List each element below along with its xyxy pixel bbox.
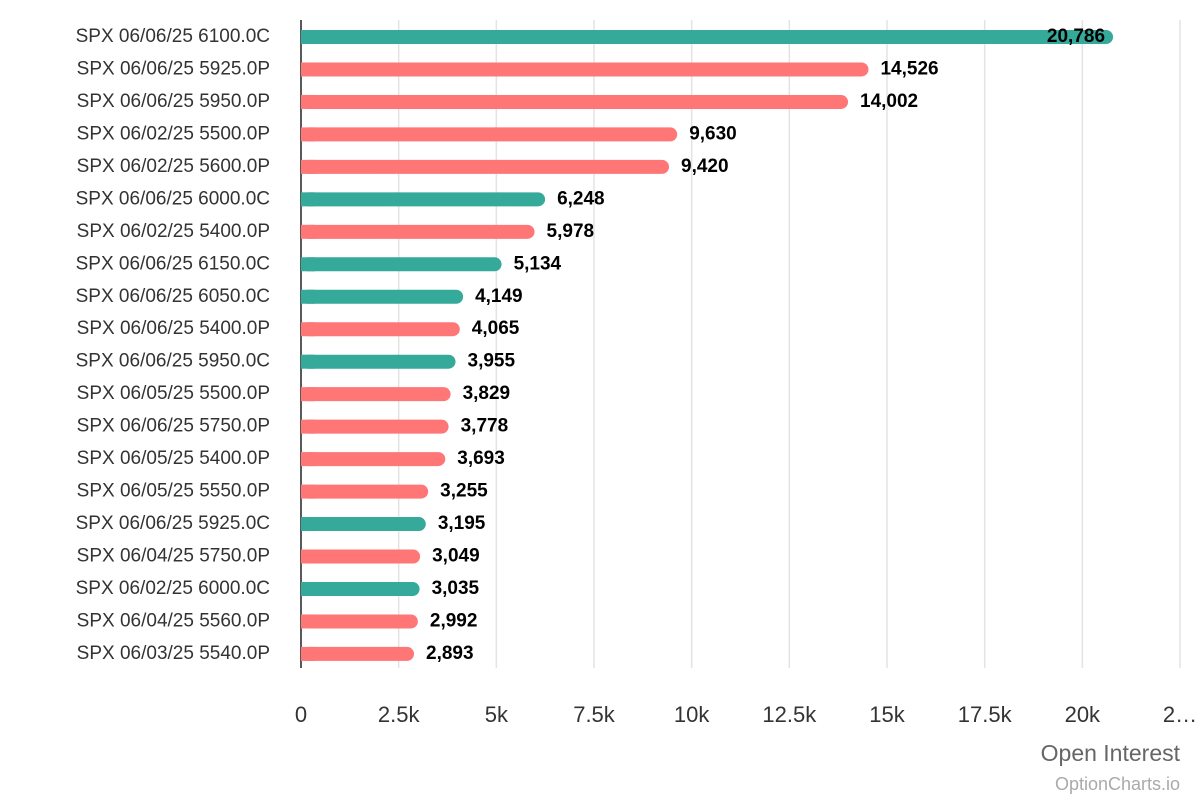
x-tick-label: 7.5k bbox=[573, 702, 616, 727]
y-tick-label: SPX 06/06/25 6150.0C bbox=[76, 253, 270, 274]
bar bbox=[301, 224, 535, 239]
x-tick-label: 20k bbox=[1065, 702, 1101, 727]
bar bbox=[301, 549, 421, 564]
bar-base bbox=[301, 224, 315, 239]
y-tick-label: SPX 06/06/25 5750.0P bbox=[77, 416, 270, 437]
bar-base bbox=[301, 517, 315, 532]
bar-base bbox=[301, 549, 315, 564]
x-tick-label: 5k bbox=[485, 702, 509, 727]
x-axis-title: Open Interest bbox=[1041, 740, 1181, 766]
bar bbox=[301, 30, 1114, 44]
bar-base bbox=[301, 159, 315, 174]
y-tick-label: SPX 06/02/25 5600.0P bbox=[77, 156, 270, 177]
x-tick-label: 15k bbox=[869, 702, 905, 727]
value-label: 9,420 bbox=[681, 156, 729, 177]
value-label: 3,778 bbox=[461, 416, 509, 437]
bar-base bbox=[301, 387, 315, 402]
bar-base bbox=[301, 62, 315, 77]
bar-base bbox=[301, 322, 315, 337]
bar bbox=[301, 452, 446, 467]
bar-base bbox=[301, 257, 315, 272]
bar bbox=[301, 387, 451, 402]
y-tick-label: SPX 06/04/25 5750.0P bbox=[77, 546, 270, 567]
bar bbox=[301, 614, 418, 629]
bar bbox=[301, 94, 849, 109]
y-tick-label: SPX 06/06/25 5400.0P bbox=[77, 318, 270, 339]
x-tick-label: 2.5k bbox=[378, 702, 421, 727]
x-tick-label: 2… bbox=[1163, 702, 1197, 727]
value-label: 14,526 bbox=[880, 58, 938, 79]
source: OptionCharts.io bbox=[1055, 774, 1180, 794]
y-tick-label: SPX 06/06/25 6050.0C bbox=[76, 286, 270, 307]
y-tick-label: SPX 06/06/25 5950.0P bbox=[77, 91, 270, 112]
y-tick-label: SPX 06/05/25 5400.0P bbox=[77, 448, 270, 469]
value-label: 6,248 bbox=[557, 188, 605, 209]
value-label: 9,630 bbox=[689, 123, 737, 144]
value-label: 3,195 bbox=[438, 513, 486, 534]
y-tick-label: SPX 06/06/25 5925.0C bbox=[76, 513, 270, 534]
bar-base bbox=[301, 289, 315, 304]
x-tick-label: 0 bbox=[295, 702, 307, 727]
bar bbox=[301, 257, 502, 272]
value-label: 2,893 bbox=[426, 643, 474, 664]
value-label: 3,035 bbox=[432, 578, 480, 599]
value-label: 4,149 bbox=[475, 286, 523, 307]
value-label: 14,002 bbox=[860, 91, 918, 112]
bar-base bbox=[301, 581, 315, 596]
x-tick-label: 10k bbox=[674, 702, 710, 727]
y-tick-label: SPX 06/02/25 5500.0P bbox=[77, 123, 270, 144]
y-tick-label: SPX 06/04/25 5560.0P bbox=[77, 610, 270, 631]
bar bbox=[301, 517, 426, 532]
bar bbox=[301, 289, 464, 304]
y-tick-label: SPX 06/06/25 6000.0C bbox=[76, 188, 270, 209]
value-label: 5,978 bbox=[547, 221, 595, 242]
bar-base bbox=[301, 452, 315, 467]
value-label: 2,992 bbox=[430, 610, 478, 631]
bar-base bbox=[301, 94, 315, 109]
y-tick-label: SPX 06/02/25 5400.0P bbox=[77, 221, 270, 242]
y-tick-label: SPX 06/06/25 5925.0P bbox=[77, 58, 270, 79]
bar bbox=[301, 159, 670, 174]
y-tick-label: SPX 06/05/25 5550.0P bbox=[77, 481, 270, 502]
y-tick-label: SPX 06/05/25 5500.0P bbox=[77, 383, 270, 404]
bar-base bbox=[301, 127, 315, 142]
value-label: 20,786 bbox=[1047, 26, 1105, 47]
value-label: 3,049 bbox=[432, 546, 480, 567]
bar bbox=[301, 127, 678, 142]
bar bbox=[301, 484, 429, 499]
bar-base bbox=[301, 614, 315, 629]
y-tick-label: SPX 06/06/25 5950.0C bbox=[76, 351, 270, 372]
bar-base bbox=[301, 354, 315, 369]
bar bbox=[301, 192, 546, 207]
bar-base bbox=[301, 419, 315, 434]
bar-base bbox=[301, 646, 315, 661]
bar-base bbox=[301, 192, 315, 207]
value-label: 3,693 bbox=[457, 448, 505, 469]
bar bbox=[301, 354, 456, 369]
x-tick-label: 12.5k bbox=[762, 702, 817, 727]
bar-base bbox=[301, 30, 315, 44]
y-tick-label: SPX 06/06/25 6100.0C bbox=[76, 26, 270, 47]
bar bbox=[301, 646, 415, 661]
value-label: 3,955 bbox=[468, 351, 516, 372]
bar bbox=[301, 581, 420, 596]
value-label: 3,255 bbox=[440, 481, 488, 502]
x-tick-label: 17.5k bbox=[958, 702, 1013, 727]
bar bbox=[301, 419, 449, 434]
bar-base bbox=[301, 484, 315, 499]
bar bbox=[301, 62, 869, 77]
bar bbox=[301, 322, 460, 337]
value-label: 5,134 bbox=[514, 253, 562, 274]
y-tick-label: SPX 06/02/25 6000.0C bbox=[76, 578, 270, 599]
value-label: 4,065 bbox=[472, 318, 520, 339]
value-label: 3,829 bbox=[463, 383, 511, 404]
y-tick-label: SPX 06/03/25 5540.0P bbox=[77, 643, 270, 664]
